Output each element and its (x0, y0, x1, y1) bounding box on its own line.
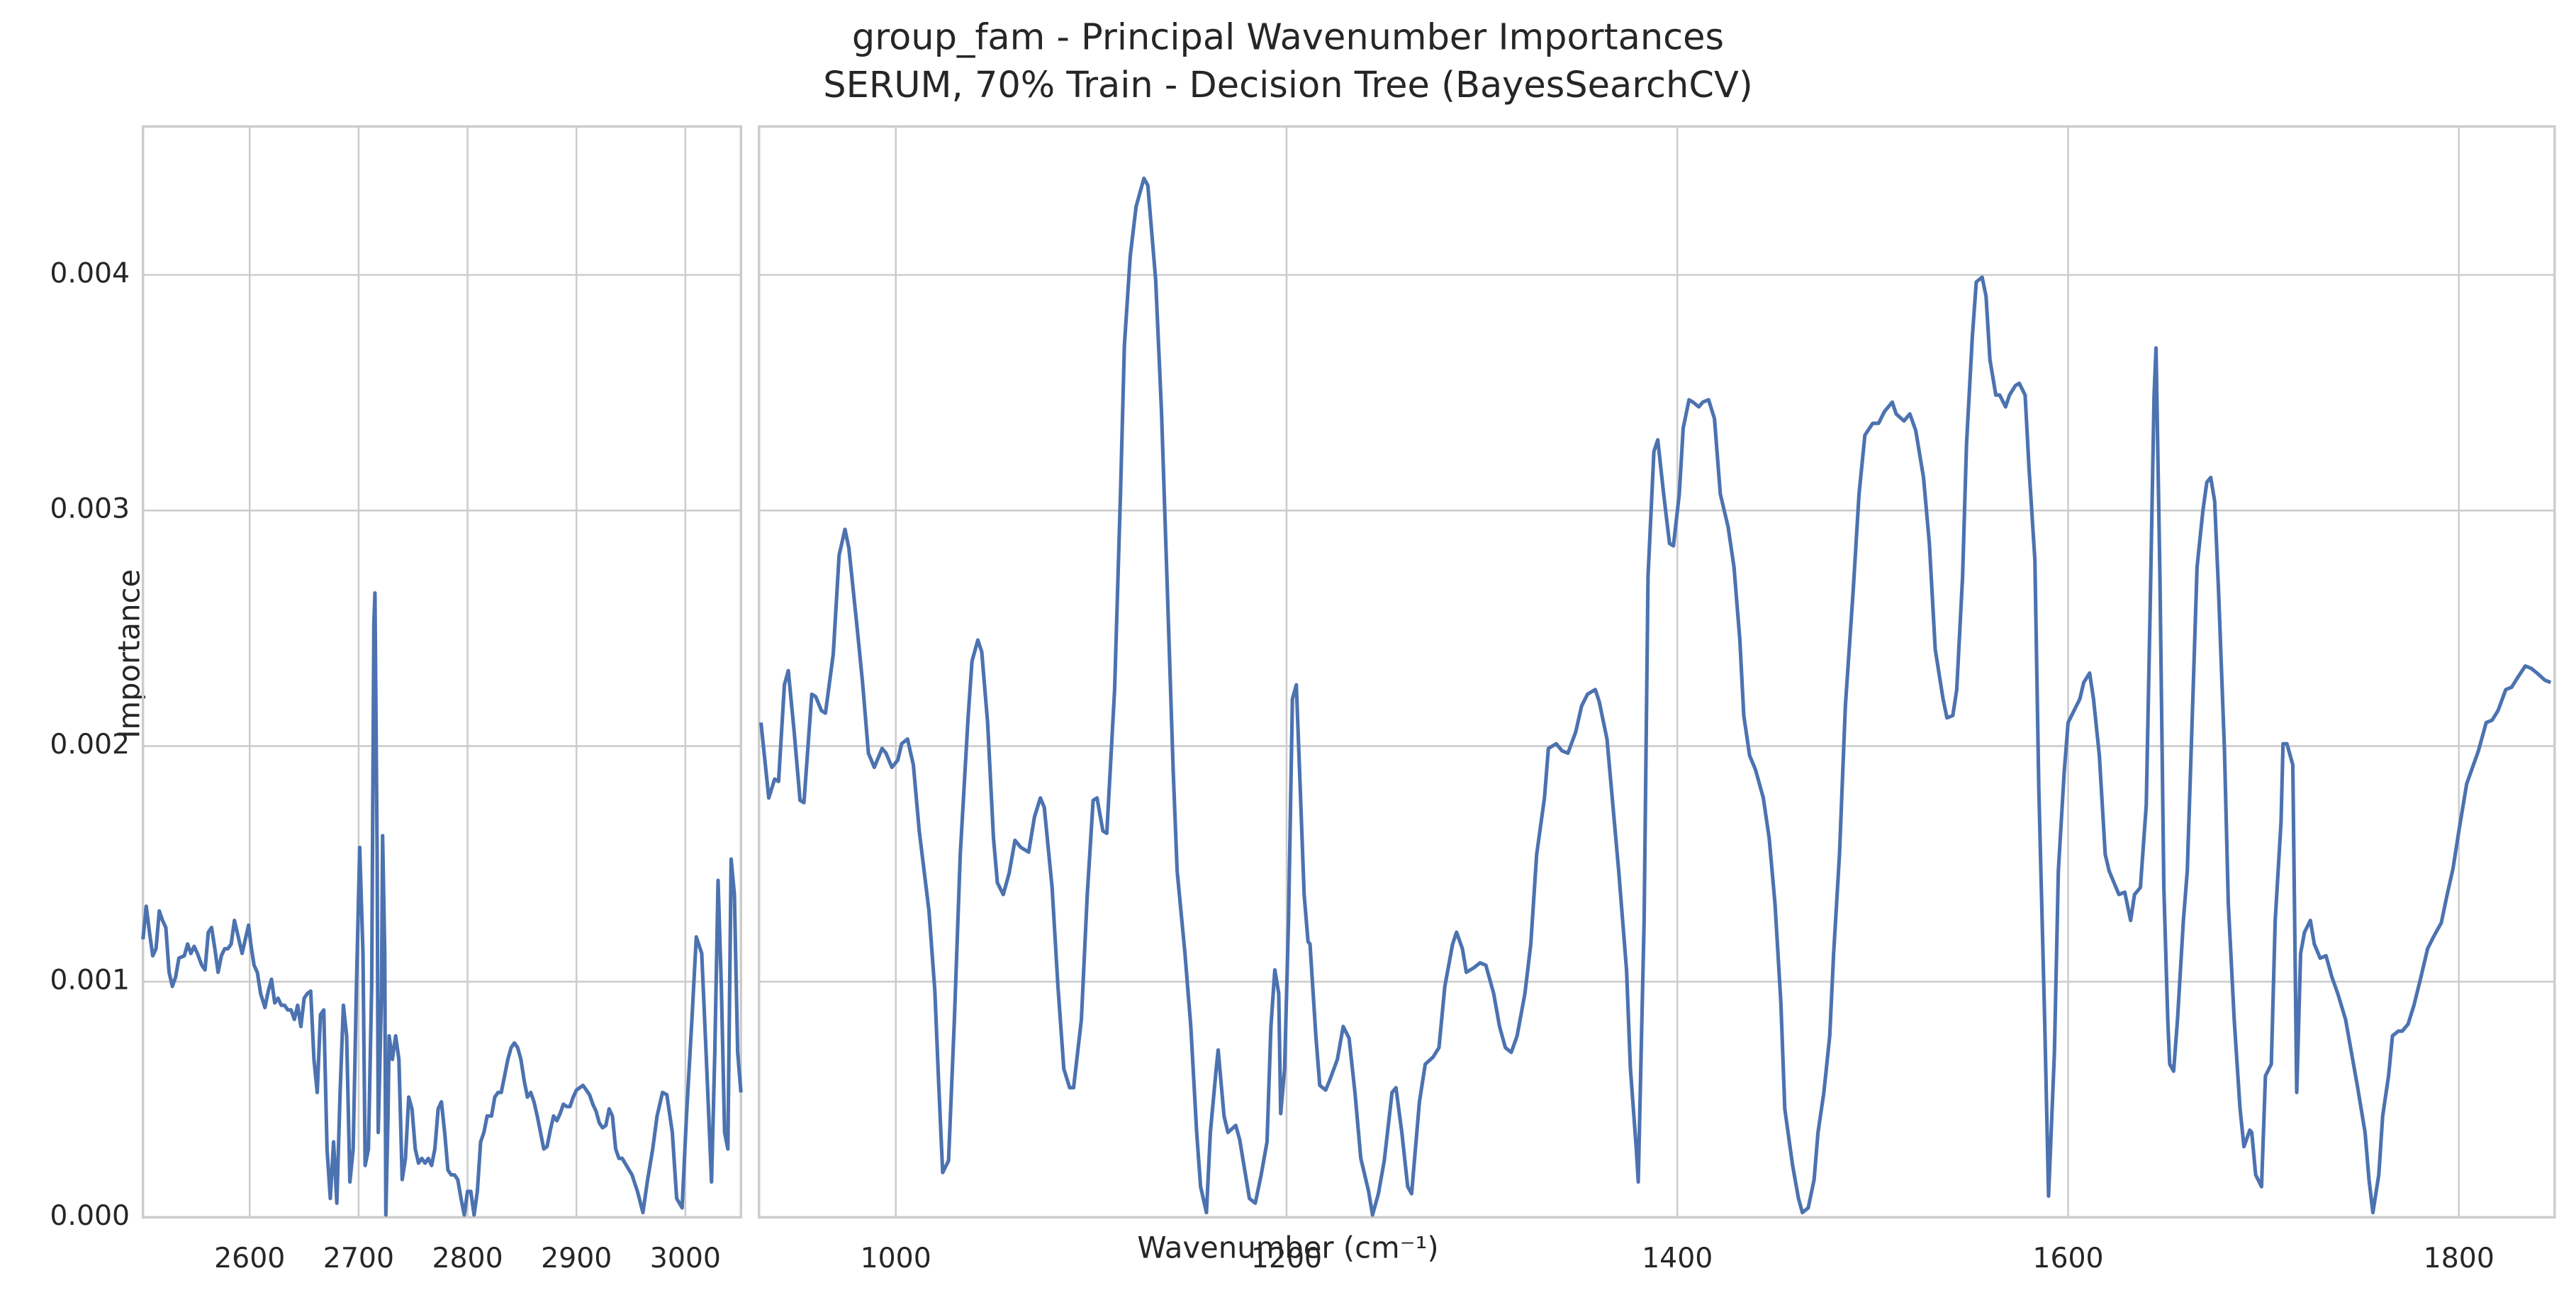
y-tick-label: 0.002 (50, 728, 130, 761)
y-tick-label: 0.000 (50, 1199, 130, 1232)
x-tick-label: 1600 (2032, 1242, 2103, 1274)
y-tick-label: 0.004 (50, 257, 130, 289)
x-tick-label: 3000 (650, 1242, 721, 1274)
plot-frame (141, 125, 742, 1219)
x-tick-label: 1200 (1251, 1242, 1322, 1274)
y-tick-label: 0.001 (50, 963, 130, 996)
chart-title: group_fam - Principal Wavenumber Importa… (852, 17, 1724, 59)
x-tick-label: 1000 (861, 1242, 931, 1274)
y-tick-label: 0.003 (50, 493, 130, 525)
x-tick-label: 2600 (214, 1242, 285, 1274)
x-tick-label: 2700 (323, 1242, 394, 1274)
plot-frame (758, 125, 2556, 1219)
data-line (758, 176, 2552, 1217)
x-tick-label: 1400 (1642, 1242, 1713, 1274)
x-tick-label: 2900 (541, 1242, 612, 1274)
x-tick-label: 2800 (432, 1242, 503, 1274)
x-axis-label: Wavenumber (cm⁻¹) (1137, 1231, 1438, 1265)
x-tick-label: 1800 (2424, 1242, 2494, 1274)
data-line (141, 590, 743, 1217)
chart-subtitle: SERUM, 70% Train - Decision Tree (BayesS… (823, 65, 1752, 106)
y-axis-label: Importance (111, 569, 146, 739)
